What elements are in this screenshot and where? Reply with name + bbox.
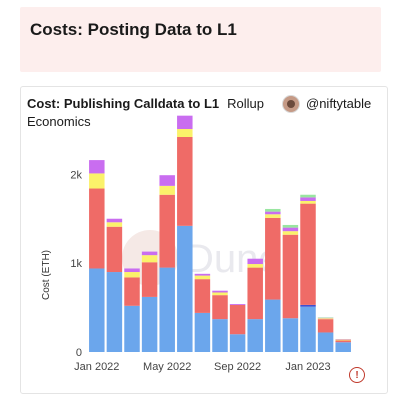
bar-segment-yellow[interactable] bbox=[317, 318, 334, 320]
x-axis: Jan 2022 May 2022 Sep 2022 Jan 2023 bbox=[74, 361, 330, 373]
bar-segment-red[interactable] bbox=[229, 304, 246, 335]
x-tick-label: May 2022 bbox=[143, 361, 191, 373]
bar-segment-green[interactable] bbox=[265, 208, 281, 212]
bar-segment-yellow[interactable] bbox=[282, 231, 299, 235]
bar-segment-red[interactable] bbox=[159, 194, 175, 268]
bar-segment-yellow[interactable] bbox=[265, 214, 281, 218]
bar-segment-purple[interactable] bbox=[265, 211, 281, 215]
dashboard-section-banner: Costs: Posting Data to L1 bbox=[20, 7, 381, 72]
bar-segment-purple[interactable] bbox=[247, 258, 263, 265]
bar-segment-purple[interactable] bbox=[177, 115, 193, 129]
bar-segment-purple[interactable] bbox=[229, 304, 246, 305]
bar-segment-yellow[interactable] bbox=[106, 222, 123, 227]
bar-segment-blue[interactable] bbox=[212, 319, 228, 352]
bar-segment-red[interactable] bbox=[212, 295, 228, 320]
bar-segment-purple[interactable] bbox=[300, 197, 316, 201]
bar-segment-yellow[interactable] bbox=[124, 272, 140, 278]
bar-segment-yellow[interactable] bbox=[212, 292, 228, 296]
bar-segment-purple[interactable] bbox=[89, 160, 105, 174]
bar-segment-blue[interactable] bbox=[159, 267, 175, 352]
section-title: Costs: Posting Data to L1 bbox=[30, 20, 237, 39]
bar-segment-blue[interactable] bbox=[300, 306, 316, 352]
bar-segment-purple[interactable] bbox=[282, 227, 299, 232]
chart-title[interactable]: Cost: Publishing Calldata to L1 bbox=[27, 96, 220, 111]
bar-segment-red[interactable] bbox=[335, 340, 351, 343]
warning-icon[interactable]: ! bbox=[349, 367, 365, 383]
bar-segment-red[interactable] bbox=[194, 279, 211, 313]
chart-subtitle-line1: Rollup bbox=[227, 96, 264, 111]
bar-segment-blue[interactable] bbox=[247, 319, 263, 352]
dune-watermark: Dune bbox=[185, 237, 281, 281]
x-tick-label: Jan 2022 bbox=[74, 361, 119, 373]
bar-segment-yellow[interactable] bbox=[335, 339, 351, 341]
bar-segment-blue[interactable] bbox=[194, 312, 211, 352]
chart-header: Cost: Publishing Calldata to L1 Rollup @n… bbox=[27, 95, 382, 131]
bar-segment-red[interactable] bbox=[300, 203, 316, 305]
y-tick-label: 2k bbox=[70, 169, 82, 181]
bar-segment-red[interactable] bbox=[141, 262, 158, 297]
bar-segment-blue[interactable] bbox=[282, 318, 299, 352]
bar-segment-blue[interactable] bbox=[89, 268, 105, 352]
bar-segment-red[interactable] bbox=[177, 136, 193, 226]
bar-segment-yellow[interactable] bbox=[194, 275, 211, 280]
bar-segment-blue[interactable] bbox=[229, 334, 246, 352]
x-tick-label: Sep 2022 bbox=[214, 361, 261, 373]
bar-segment-blue[interactable] bbox=[124, 305, 140, 352]
bar-segment-blue[interactable] bbox=[317, 332, 334, 352]
bar-segment-purple[interactable] bbox=[124, 268, 140, 273]
bar-segment-purple[interactable] bbox=[141, 251, 158, 256]
chart-author[interactable]: @niftytable bbox=[282, 95, 371, 113]
y-axis: 0 1k 2k bbox=[70, 169, 82, 359]
bar-segment-green[interactable] bbox=[300, 194, 316, 198]
bar-segment-blue[interactable] bbox=[141, 296, 158, 352]
bars-group bbox=[89, 115, 351, 352]
bar-segment-red[interactable] bbox=[89, 188, 105, 269]
bar-segment-blue[interactable] bbox=[106, 272, 123, 352]
bar-segment-yellow[interactable] bbox=[89, 173, 105, 189]
bar-segment-red[interactable] bbox=[106, 226, 123, 273]
bar-segment-red[interactable] bbox=[282, 234, 299, 319]
chart-subtitle-line2: Economics bbox=[27, 114, 91, 129]
y-tick-label: 1k bbox=[70, 258, 82, 270]
bar-segment-red[interactable] bbox=[265, 217, 281, 300]
x-tick-label: Jan 2023 bbox=[285, 361, 330, 373]
bar-segment-red[interactable] bbox=[124, 277, 140, 306]
y-tick-label: 0 bbox=[76, 347, 82, 359]
bar-segment-navy[interactable] bbox=[300, 304, 316, 307]
bar-segment-yellow[interactable] bbox=[247, 264, 263, 268]
author-handle[interactable]: @niftytable bbox=[306, 96, 372, 111]
bar-segment-red[interactable] bbox=[317, 319, 334, 333]
bar-segment-blue[interactable] bbox=[177, 225, 193, 352]
bar-segment-yellow[interactable] bbox=[159, 185, 175, 195]
bar-segment-red[interactable] bbox=[247, 267, 263, 320]
bar-segment-blue[interactable] bbox=[265, 299, 281, 352]
bar-segment-blue[interactable] bbox=[335, 342, 351, 352]
bar-segment-purple[interactable] bbox=[194, 273, 211, 276]
avatar bbox=[282, 95, 300, 113]
bar-segment-purple[interactable] bbox=[212, 290, 228, 293]
bar-segment-purple[interactable] bbox=[159, 175, 175, 186]
bar-segment-purple[interactable] bbox=[106, 218, 123, 223]
bar-segment-yellow[interactable] bbox=[300, 200, 316, 204]
y-axis-label: Cost (ETH) bbox=[41, 250, 52, 300]
bar-segment-yellow[interactable] bbox=[177, 129, 193, 137]
bar-segment-green[interactable] bbox=[282, 224, 299, 228]
bar-segment-yellow[interactable] bbox=[141, 255, 158, 263]
